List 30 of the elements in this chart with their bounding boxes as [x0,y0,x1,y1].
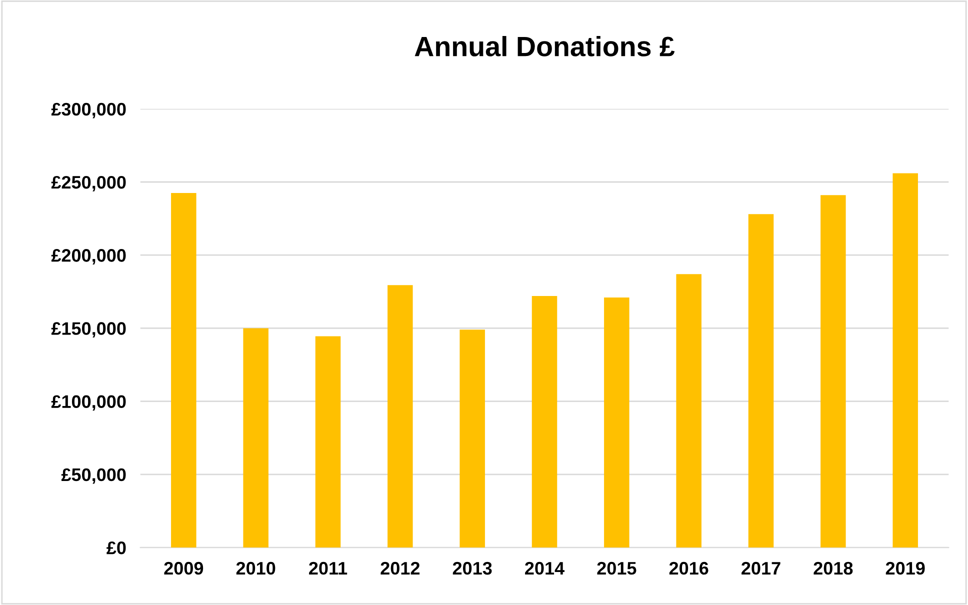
chart-title: Annual Donations £ [414,36,675,56]
x-tick-label: 2014 [525,562,564,575]
bar [388,285,413,548]
bar [892,173,918,548]
x-tick-label: 2011 [309,562,348,575]
x-tick-label: 2019 [886,562,925,575]
bar [820,195,846,548]
bar [315,336,341,548]
x-tick-label: 2009 [164,562,204,575]
y-tick-label: £250,000 [51,176,126,192]
x-tick-label: 2017 [742,562,780,575]
x-tick-label: 2013 [452,562,492,575]
x-tick-label: 2010 [236,562,276,575]
bar [532,296,558,548]
bar [243,328,268,548]
bar [676,274,702,548]
x-tick-label: 2016 [669,562,708,575]
x-tick-label: 2012 [380,562,420,575]
y-tick-label: £100,000 [51,395,126,411]
bar [604,298,630,548]
bar [748,214,774,548]
bar [460,330,485,548]
y-tick-label: £200,000 [51,249,126,264]
y-tick-label: £50,000 [61,468,126,484]
y-tick-label: £300,000 [51,102,126,118]
x-tick-label: 2018 [814,562,853,575]
y-tick-label: £0 [106,541,126,554]
bar [171,192,196,548]
y-tick-label: £150,000 [51,322,126,338]
x-tick-label: 2015 [597,562,636,575]
